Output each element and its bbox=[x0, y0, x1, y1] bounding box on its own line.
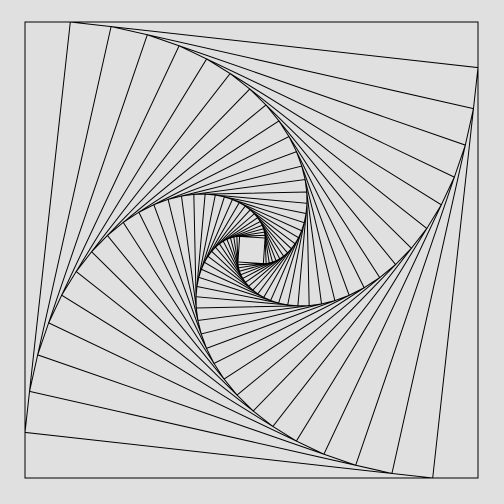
square-27 bbox=[229, 228, 274, 272]
square-19 bbox=[200, 198, 303, 302]
square-26 bbox=[226, 224, 277, 276]
square-25 bbox=[222, 220, 281, 280]
square-14 bbox=[180, 178, 323, 322]
square-22 bbox=[210, 209, 293, 291]
square-4 bbox=[37, 34, 466, 466]
square-16 bbox=[195, 193, 308, 307]
square-3 bbox=[28, 25, 475, 475]
square-24 bbox=[218, 216, 285, 284]
square-6 bbox=[61, 58, 442, 442]
square-5 bbox=[47, 45, 456, 455]
square-11 bbox=[138, 135, 365, 365]
square-17 bbox=[196, 194, 307, 306]
square-10 bbox=[122, 120, 381, 380]
square-15 bbox=[193, 191, 310, 309]
square-13 bbox=[167, 165, 336, 335]
squares-group bbox=[24, 21, 479, 479]
square-7 bbox=[75, 72, 428, 428]
square-12 bbox=[153, 151, 350, 349]
square-28 bbox=[233, 231, 270, 269]
square-30 bbox=[237, 235, 266, 265]
square-1 bbox=[24, 21, 479, 479]
square-29 bbox=[236, 234, 267, 266]
square-2 bbox=[24, 21, 479, 479]
square-18 bbox=[198, 196, 305, 304]
square-23 bbox=[214, 213, 289, 287]
square-20 bbox=[203, 201, 300, 299]
square-9 bbox=[106, 104, 397, 396]
square-21 bbox=[207, 205, 296, 295]
square-8 bbox=[90, 88, 413, 412]
